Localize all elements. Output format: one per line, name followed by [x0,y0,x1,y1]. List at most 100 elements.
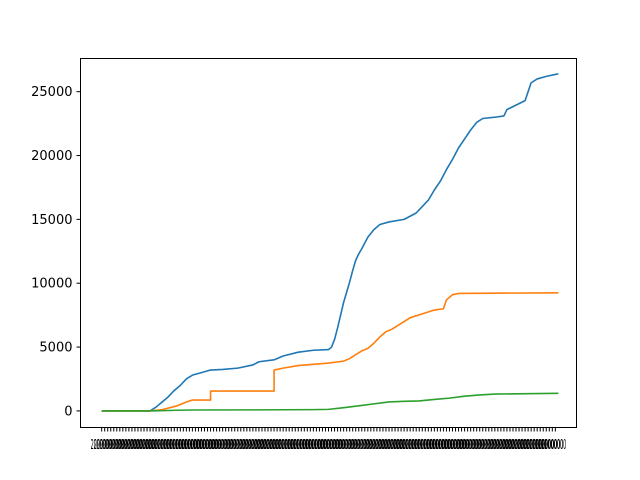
x-tick-label: 2000000 [396,438,418,453]
x-tick-label: 2000000 [251,438,273,453]
x-tick-label: 2000000 [139,438,161,453]
x-tick-label: 2000000 [520,438,542,453]
x-tick-label: 2000000 [357,438,379,453]
x-tick-label: 2000000 [145,438,167,453]
x-tick-label: 2000000 [442,438,464,453]
x-tick-label: 2000000 [169,438,191,453]
x-tick-label: 2000000 [157,438,179,453]
x-tick-label: 2000000 [178,438,200,453]
x-tick-label: 2000000 [499,438,521,453]
x-tick-label: 2000000 [109,438,131,453]
x-tick-label: 2000000 [354,438,376,453]
x-tick-label: 2000000 [218,438,240,453]
x-tick-label: 2000000 [257,438,279,453]
x-tick-label: 2000000 [408,438,430,453]
x-tick-label: 2000000 [466,438,488,453]
x-tick-label: 2000000 [272,438,294,453]
x-tick-label: 2000000 [112,438,134,453]
x-tick-label: 2000000 [269,438,291,453]
x-tick-label: 2000000 [318,438,340,453]
x-tick-label: 2000000 [496,438,518,453]
x-tick-label: 2000000 [154,438,176,453]
x-tick-label: 2000000 [136,438,158,453]
x-tick-label: 2000000 [387,438,409,453]
x-tick-label: 2000000 [399,438,421,453]
x-tick-label: 2000000 [372,438,394,453]
x-tick-label: 2000000 [402,438,424,453]
y-ticks: 0 5000 10000 15000 20000 25000 [31,85,81,419]
x-tick-label: 2000000 [538,438,560,453]
x-tick-label: 2000000 [175,438,197,453]
x-tick-label: 2000000 [160,438,182,453]
x-tick-label: 2000000 [448,438,470,453]
x-tick-labels: 2000000200000020000002000000200000020000… [91,438,567,453]
x-tick-label: 2000000 [435,438,457,453]
x-tick-label: 2000000 [203,438,225,453]
x-tick-label: 2000000 [532,438,554,453]
x-tick-label: 2000000 [275,438,297,453]
x-tick-label: 2000000 [423,438,445,453]
x-tick-label: 2000000 [181,438,203,453]
x-tick-label: 2000000 [284,438,306,453]
x-tick-label: 2000000 [363,438,385,453]
y-tick-label: 0 [64,404,72,419]
x-tick-label: 2000000 [242,438,264,453]
x-tick-label: 2000000 [200,438,222,453]
x-tick-label: 2000000 [360,438,382,453]
x-tick-label: 2000000 [224,438,246,453]
x-tick-label: 2000000 [230,438,252,453]
x-tick-label: 2000000 [197,438,219,453]
x-tick-label: 2000000 [351,438,373,453]
x-tick-label: 2000000 [405,438,427,453]
x-tick-label: 2000000 [432,438,454,453]
x-tick-label: 2000000 [426,438,448,453]
x-tick-label: 2000000 [115,438,137,453]
x-tick-label: 2000000 [305,438,327,453]
x-tick-label: 2000000 [384,438,406,453]
x-tick-label: 2000000 [302,438,324,453]
x-tick-label: 2000000 [308,438,330,453]
x-tick-label: 2000000 [254,438,276,453]
x-tick-label: 2000000 [472,438,494,453]
series-line-1 [101,73,559,412]
x-tick-label: 2000000 [166,438,188,453]
x-tick-label: 2000000 [369,438,391,453]
x-tick-label: 2000000 [511,438,533,453]
x-tick-label: 2000000 [151,438,173,453]
x-tick-label: 2000000 [106,438,128,453]
x-tick-label: 2000000 [233,438,255,453]
x-tick-label: 2000000 [148,438,170,453]
x-tick-label: 2000000 [97,438,119,453]
x-tick-label: 2000000 [287,438,309,453]
x-tick-label: 2000000 [130,438,152,453]
x-tick-label: 2000000 [311,438,333,453]
x-tick-label: 2000000 [194,438,216,453]
x-tick-label: 2000000 [263,438,285,453]
y-tick-label: 25000 [31,85,72,100]
x-tick-label: 2000000 [142,438,164,453]
x-tick-label: 2000000 [124,438,146,453]
y-tick-label: 5000 [39,341,72,356]
x-tick-label: 2000000 [505,438,527,453]
x-tick-label: 2000000 [118,438,140,453]
x-tick-label: 2000000 [463,438,485,453]
x-tick-label: 2000000 [296,438,318,453]
x-tick-label: 2000000 [378,438,400,453]
x-tick-label: 2000000 [327,438,349,453]
x-tick-label: 2000000 [417,438,439,453]
x-tick-label: 2000000 [266,438,288,453]
x-tick-label: 2000000 [245,438,267,453]
x-tick-label: 2000000 [212,438,234,453]
x-tick-label: 2000000 [206,438,228,453]
x-tick-label: 2000000 [508,438,530,453]
x-tick-label: 2000000 [502,438,524,453]
x-tick-label: 2000000 [236,438,258,453]
x-tick-label: 2000000 [91,438,113,453]
x-tick-label: 2000000 [457,438,479,453]
x-tick-label: 2000000 [514,438,536,453]
x-tick-label: 2000000 [342,438,364,453]
x-tick-label: 2000000 [526,438,548,453]
x-tick-label: 2000000 [411,438,433,453]
x-tick-label: 2000000 [103,438,125,453]
x-tick-label: 2000000 [209,438,231,453]
